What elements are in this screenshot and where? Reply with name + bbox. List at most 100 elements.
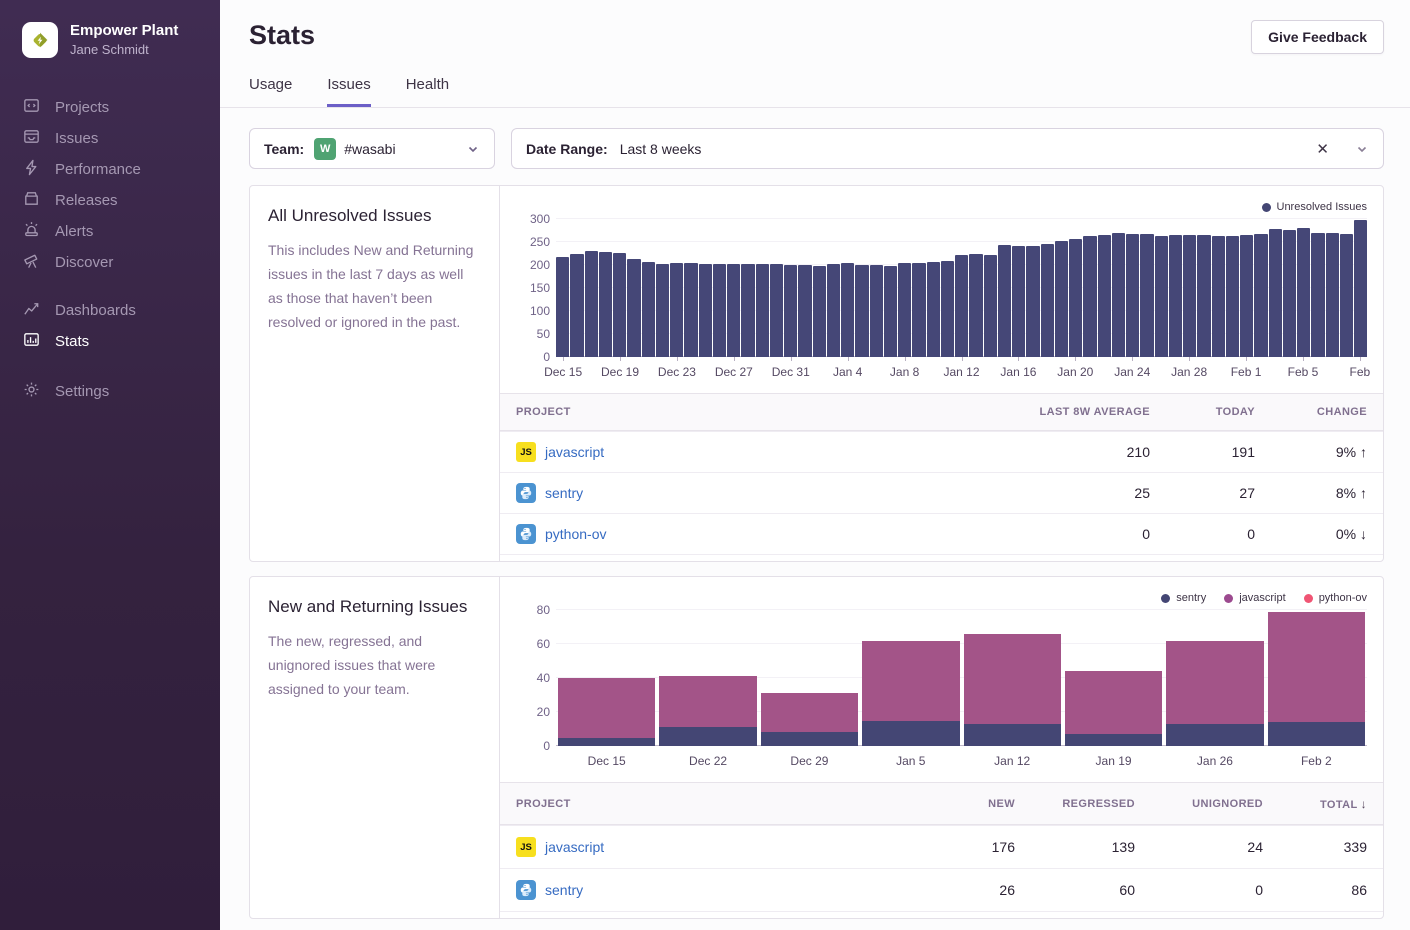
page-header: Stats Give Feedback — [220, 0, 1410, 54]
legend-python-ov[interactable]: python-ov — [1304, 592, 1367, 604]
bar — [1311, 233, 1324, 357]
col-change: CHANGE — [1271, 406, 1383, 418]
team-label: Team: — [264, 141, 304, 157]
stack-segment-sentry — [558, 738, 655, 747]
stack-segment-sentry — [1166, 724, 1263, 746]
legend-unresolved-issues[interactable]: Unresolved Issues — [1262, 201, 1368, 213]
legend-javascript[interactable]: javascript — [1224, 592, 1285, 604]
main-content: Stats Give Feedback Usage Issues Health … — [220, 0, 1410, 930]
bar — [613, 253, 626, 357]
y-axis-tick-label: 50 — [510, 328, 550, 340]
x-axis-tick-label: Jan 5 — [860, 746, 961, 773]
settings-icon — [22, 380, 41, 403]
project-link[interactable]: sentry — [545, 485, 583, 501]
y-axis-tick-label: 250 — [510, 236, 550, 248]
nav-group-tertiary: Settings — [22, 376, 220, 407]
project-link[interactable]: javascript — [545, 839, 604, 855]
x-axis-tick-label: Feb 5 — [1288, 365, 1319, 379]
project-link[interactable]: sentry — [545, 882, 583, 898]
unresolved-plot: 050100150200250300 — [556, 219, 1367, 357]
col-unignored[interactable]: UNIGNORED — [1151, 798, 1279, 810]
org-switcher[interactable]: Empower Plant Jane Schmidt — [22, 22, 220, 58]
org-logo-icon — [22, 22, 58, 58]
stacked-bar — [659, 610, 756, 746]
bar — [585, 251, 598, 357]
col-total[interactable]: TOTAL↓ — [1279, 797, 1383, 811]
chevron-down-icon[interactable] — [1355, 142, 1369, 156]
sidebar: Empower Plant Jane Schmidt Projects Issu… — [0, 0, 220, 930]
sidebar-item-releases[interactable]: Releases — [22, 185, 220, 216]
issues-icon — [22, 127, 41, 150]
panel-new-returning-issues: New and Returning Issues The new, regres… — [249, 576, 1384, 919]
table-row: JS javascript 210 191 9% ↑ — [500, 431, 1383, 472]
panel-title: All Unresolved Issues — [268, 206, 481, 226]
stacked-bar — [1268, 610, 1365, 746]
stack-segment-javascript — [659, 676, 756, 727]
tab-health[interactable]: Health — [406, 76, 449, 107]
sidebar-item-alerts[interactable]: Alerts — [22, 216, 220, 247]
arrow-up-icon: ↑ — [1360, 485, 1367, 501]
x-axis-tick — [1246, 357, 1247, 361]
sidebar-item-label: Alerts — [55, 223, 93, 240]
x-axis-tick-label: Dec 15 — [544, 365, 582, 379]
new-returning-xaxis: Dec 15Dec 22Dec 29Jan 5Jan 12Jan 19Jan 2… — [556, 746, 1367, 773]
sidebar-item-dashboards[interactable]: Dashboards — [22, 295, 220, 326]
stack-segment-javascript — [862, 641, 959, 721]
bar — [727, 264, 740, 357]
x-axis-tick-label: Dec 22 — [657, 746, 758, 773]
sidebar-item-projects[interactable]: Projects — [22, 92, 220, 123]
bar — [1226, 236, 1239, 357]
python-platform-icon — [516, 880, 536, 900]
chevron-down-icon[interactable] — [466, 142, 480, 156]
bar — [870, 265, 883, 357]
stack-segment-javascript — [1065, 671, 1162, 734]
bar — [656, 264, 669, 357]
tab-issues[interactable]: Issues — [327, 76, 370, 107]
col-new[interactable]: NEW — [919, 798, 1031, 810]
give-feedback-button[interactable]: Give Feedback — [1251, 20, 1384, 54]
stack-segment-javascript — [761, 693, 858, 732]
y-axis-tick-label: 100 — [510, 305, 550, 317]
panel-all-unresolved-issues: All Unresolved Issues This includes New … — [249, 185, 1384, 562]
bar — [684, 263, 697, 357]
legend-sentry[interactable]: sentry — [1161, 592, 1206, 604]
x-axis-tick-label: Dec 15 — [556, 746, 657, 773]
project-link[interactable]: javascript — [545, 444, 604, 460]
x-axis-tick-label: Dec 19 — [601, 365, 639, 379]
y-axis-tick-label: 150 — [510, 282, 550, 294]
bar — [927, 262, 940, 357]
tab-bar: Usage Issues Health — [220, 54, 1410, 108]
x-axis-tick-label: Feb — [1350, 365, 1371, 379]
clear-date-icon[interactable]: ✕ — [1316, 140, 1329, 158]
date-range-select[interactable]: Date Range: Last 8 weeks ✕ — [511, 128, 1384, 169]
sidebar-item-stats[interactable]: Stats — [22, 326, 220, 357]
bar — [1283, 230, 1296, 357]
x-axis-tick-label: Feb 1 — [1231, 365, 1262, 379]
project-link[interactable]: python-ov — [545, 526, 606, 542]
bar — [599, 252, 612, 357]
today-value: 191 — [1166, 444, 1271, 460]
page-title: Stats — [249, 20, 315, 51]
col-regressed[interactable]: REGRESSED — [1031, 798, 1151, 810]
table-header-row: PROJECT LAST 8W AVERAGE TODAY CHANGE — [500, 394, 1383, 431]
bar — [642, 262, 655, 357]
stack-segment-sentry — [659, 727, 756, 746]
bar — [884, 266, 897, 357]
x-axis-tick-label: Jan 24 — [1114, 365, 1150, 379]
sidebar-item-settings[interactable]: Settings — [22, 376, 220, 407]
sidebar-item-label: Dashboards — [55, 302, 136, 319]
sidebar-item-performance[interactable]: Performance — [22, 154, 220, 185]
chart-legend: sentry javascript python-ov — [516, 589, 1367, 607]
sidebar-item-issues[interactable]: Issues — [22, 123, 220, 154]
stack-segment-javascript — [964, 634, 1061, 724]
x-axis-tick-label: Jan 12 — [962, 746, 1063, 773]
team-select[interactable]: Team: W #wasabi — [249, 128, 495, 169]
stack-segment-sentry — [761, 732, 858, 746]
content-area: Team: W #wasabi Date Range: Last 8 weeks… — [220, 108, 1410, 919]
x-axis-tick-label: Jan 12 — [943, 365, 979, 379]
bar — [855, 265, 868, 357]
avg-value: 0 — [956, 526, 1166, 542]
sidebar-item-label: Performance — [55, 161, 141, 178]
tab-usage[interactable]: Usage — [249, 76, 292, 107]
sidebar-item-discover[interactable]: Discover — [22, 247, 220, 278]
